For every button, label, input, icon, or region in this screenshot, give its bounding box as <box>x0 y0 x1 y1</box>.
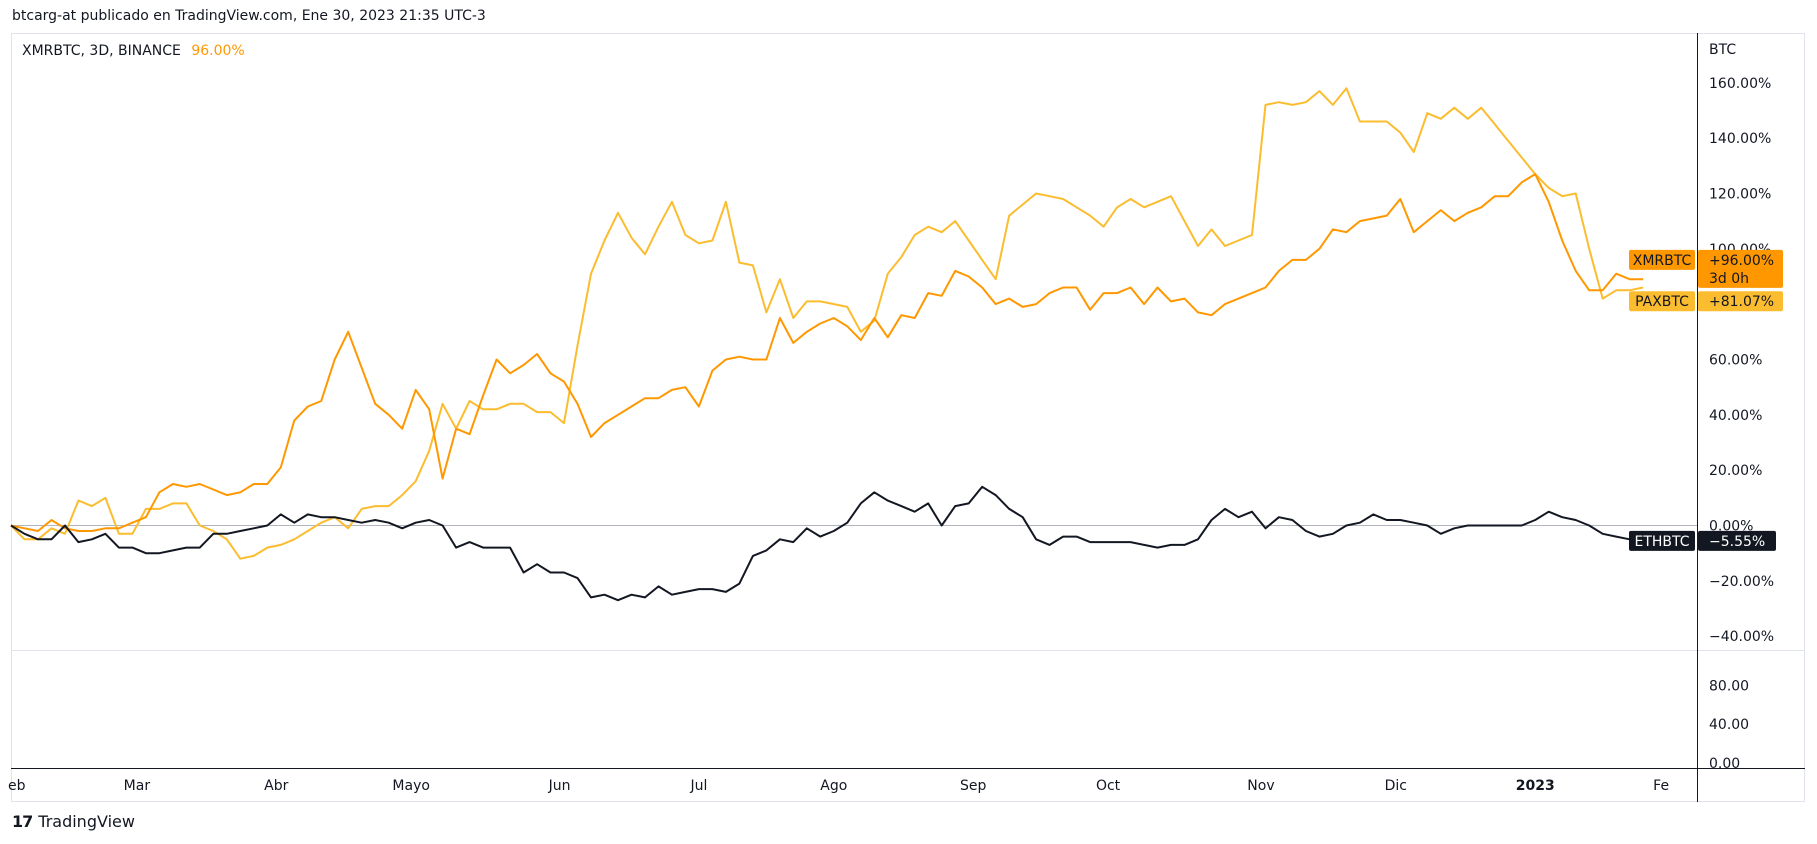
time-axis-tick: Jul <box>689 778 707 794</box>
label-value-xmrbtc: +96.00% <box>1709 253 1774 269</box>
time-axis-tick: Nov <box>1247 778 1274 794</box>
price-axis-tick: 160.00% <box>1709 76 1771 92</box>
sub-pane-tick: 0.00 <box>1709 756 1740 772</box>
time-axis-tick: Mayo <box>392 778 430 794</box>
label-value-ethbtc: −5.55% <box>1709 534 1765 550</box>
series-line-ethbtc <box>10 485 1644 602</box>
price-axis-unit: BTC <box>1709 42 1736 58</box>
price-axis-tick: 0.00% <box>1709 518 1753 534</box>
label-name-paxbtc: PAXBTC <box>1635 294 1689 310</box>
label-name-bg-paxbtc <box>1629 291 1695 312</box>
tradingview-logo-icon: 17 <box>12 812 33 831</box>
legend-value: 96.00% <box>191 43 245 59</box>
label-value-bg-paxbtc <box>1698 291 1783 312</box>
price-axis-tick: −20.00% <box>1709 574 1774 590</box>
price-axis-tick: 140.00% <box>1709 131 1771 147</box>
time-axis-tick: Abr <box>264 778 288 794</box>
price-axis-tick: 40.00% <box>1709 408 1762 424</box>
label-value-bg-xmrbtc <box>1698 249 1783 288</box>
price-axis-tick: −40.00% <box>1709 629 1774 645</box>
time-axis-tick: Dic <box>1385 778 1407 794</box>
label-name-xmrbtc: XMRBTC <box>1633 253 1692 269</box>
label-name-bg-xmrbtc <box>1629 249 1695 270</box>
label-value-paxbtc: +81.07% <box>1709 294 1774 310</box>
time-axis-tick: Fe <box>1653 778 1669 794</box>
time-axis-tick: Sep <box>960 778 987 794</box>
legend-symbol-label: XMRBTC, 3D, BINANCE <box>22 43 181 59</box>
chart-frame <box>11 33 1805 802</box>
sub-pane-tick: 40.00 <box>1709 717 1749 733</box>
time-axis-tick: eb <box>8 778 26 794</box>
label-name-ethbtc: ETHBTC <box>1634 534 1689 550</box>
time-axis-tick: Ago <box>820 778 847 794</box>
price-axis-tick: 20.00% <box>1709 463 1762 479</box>
price-axis-tick: 60.00% <box>1709 352 1762 368</box>
time-axis-tick: Jun <box>548 778 571 794</box>
label-value-bg-ethbtc <box>1698 530 1776 551</box>
time-axis-tick: Oct <box>1096 778 1121 794</box>
time-axis-tick: Mar <box>124 778 151 794</box>
publish-header: btcarg-at publicado en TradingView.com, … <box>12 8 486 24</box>
tradingview-brand: TradingView <box>38 812 135 831</box>
label-name-bg-ethbtc <box>1629 530 1695 551</box>
label-countdown: 3d 0h <box>1709 271 1749 287</box>
series-line-paxbtc <box>10 87 1644 560</box>
series-line-xmrbtc <box>10 173 1644 532</box>
chart-legend[interactable]: XMRBTC, 3D, BINANCE 96.00% <box>22 43 245 59</box>
sub-pane-tick: 80.00 <box>1709 678 1749 694</box>
time-axis-tick: 2023 <box>1516 778 1555 794</box>
tradingview-footer[interactable]: 17 TradingView <box>12 812 135 831</box>
price-axis-tick: 120.00% <box>1709 186 1771 202</box>
